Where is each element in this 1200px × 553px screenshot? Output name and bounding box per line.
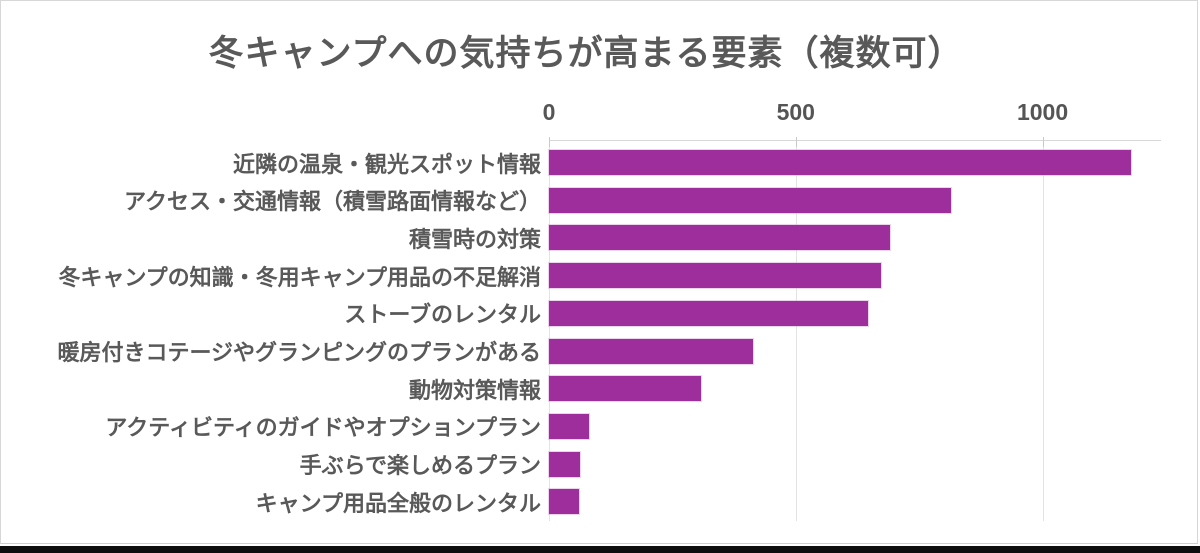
bar (549, 376, 701, 402)
chart-row: 近隣の温泉・観光スポット情報 (1, 150, 1199, 177)
category-label: 手ぶらで楽しめるプラン (299, 453, 541, 479)
chart-row: キャンプ用品全般のレンタル (1, 489, 1199, 516)
bar (549, 413, 590, 439)
bar (549, 300, 869, 326)
chart-row: ストーブのレンタル (1, 300, 1199, 327)
category-label: ストーブのレンタル (344, 302, 541, 328)
chart-row: 動物対策情報 (1, 376, 1199, 403)
x-axis-line (549, 140, 1161, 141)
category-label: 動物対策情報 (408, 377, 541, 403)
bar (549, 489, 580, 515)
tick-mark-x-500 (795, 137, 797, 147)
chart-row: アクセス・交通情報（積雪路面情報など） (1, 187, 1199, 214)
bar (549, 187, 952, 213)
category-label: 積雪時の対策 (408, 226, 541, 252)
category-label: アクティビティのガイドやオプションプラン (105, 415, 541, 441)
category-label: 冬キャンプの知識・冬用キャンプ用品の不足解消 (58, 264, 541, 290)
chart-row: アクティビティのガイドやオプションプラン (1, 413, 1199, 440)
tick-mark-x-0 (549, 137, 550, 147)
gridline-x-0 (549, 140, 550, 521)
bar (549, 150, 1132, 175)
bar (549, 451, 581, 477)
chart-row: 積雪時の対策 (1, 225, 1199, 252)
tick-label-x-1000: 1000 (1016, 99, 1069, 125)
bottom-edge-bar (0, 546, 1200, 553)
category-label: 暖房付きコテージやグランピングのプランがある (57, 340, 541, 365)
bar (549, 263, 881, 289)
gridline-x-1000 (1042, 140, 1044, 521)
category-label: アクセス・交通情報（積雪路面情報など） (124, 189, 541, 215)
tick-label-x-500: 500 (776, 99, 815, 125)
bar (549, 225, 890, 251)
chart-title: 冬キャンプへの気持ちが高まる要素（複数可） (208, 34, 964, 73)
tick-mark-x-1000 (1042, 137, 1044, 147)
chart-row: 冬キャンプの知識・冬用キャンプ用品の不足解消 (1, 263, 1199, 290)
chart-row: 手ぶらで楽しめるプラン (1, 451, 1199, 478)
category-label: キャンプ用品全般のレンタル (255, 490, 541, 516)
bar (549, 338, 753, 364)
chart-row: 暖房付きコテージやグランピングのプランがある (1, 338, 1199, 365)
gridline-x-500 (795, 140, 797, 521)
tick-label-x-0: 0 (542, 99, 556, 125)
category-label: 近隣の温泉・観光スポット情報 (232, 151, 541, 177)
